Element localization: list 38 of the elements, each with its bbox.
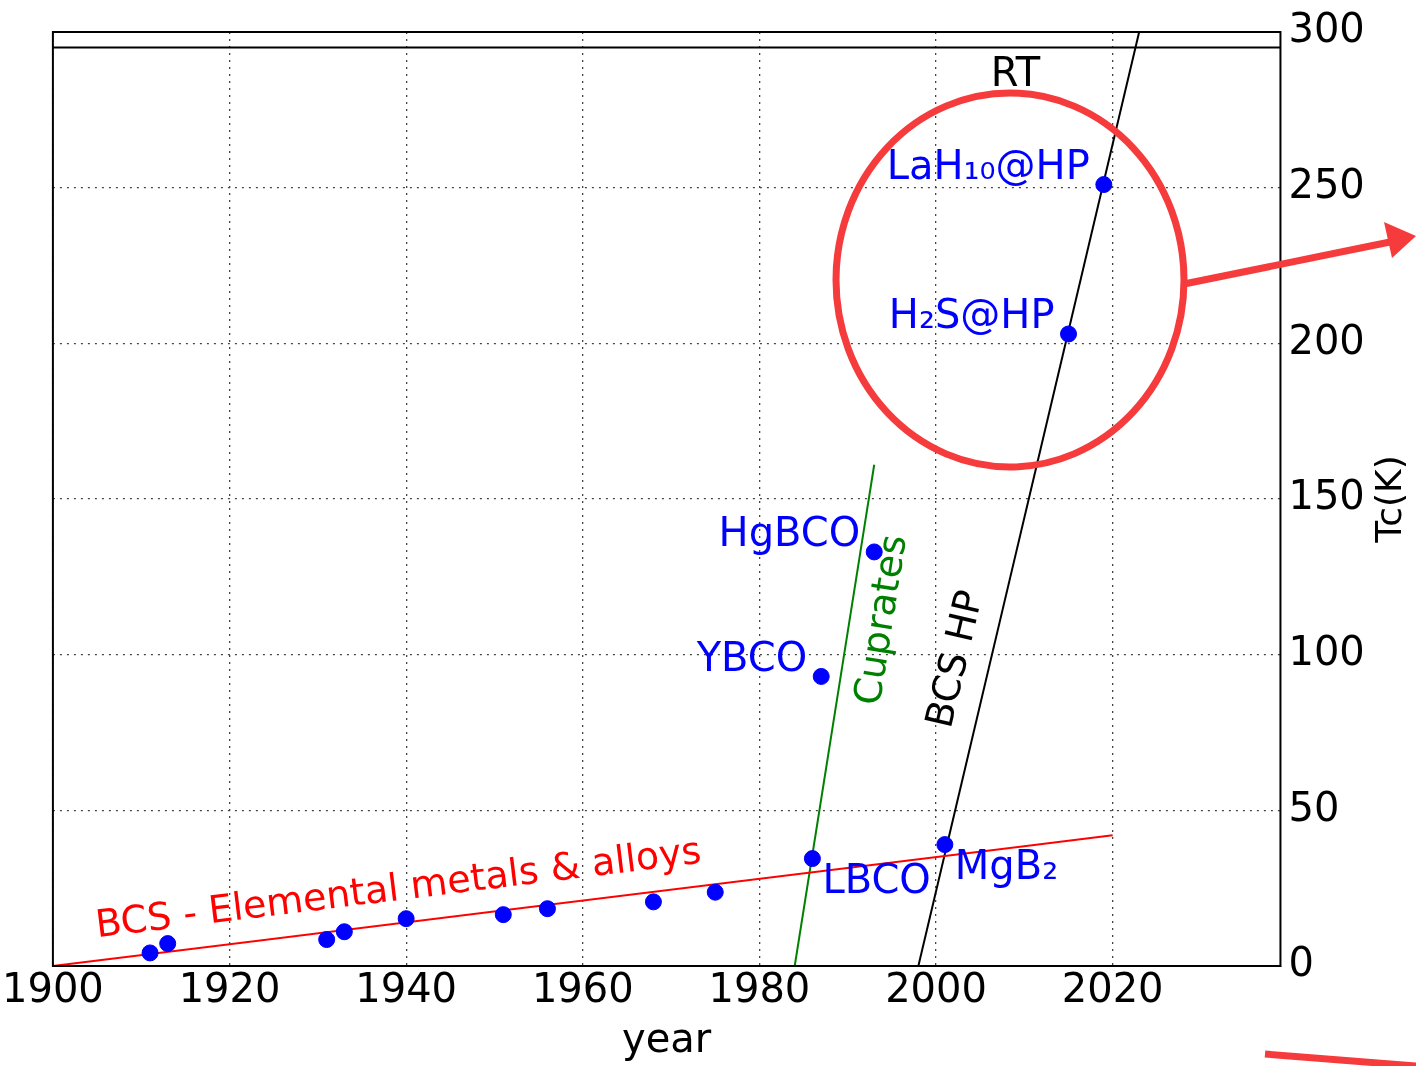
point	[803, 850, 821, 868]
x-tick-label: 2000	[885, 965, 987, 1012]
x-tick-label: 1940	[355, 965, 458, 1012]
x-tick-label: 1900	[2, 965, 104, 1012]
point	[318, 931, 336, 949]
point	[494, 906, 512, 924]
point	[936, 836, 954, 854]
y-tick-label: 150	[1288, 472, 1365, 519]
y-tick-label: 200	[1288, 316, 1365, 363]
point	[644, 893, 662, 911]
y-tick-label: 250	[1288, 161, 1365, 208]
point	[397, 910, 415, 928]
text: BCS HP	[916, 585, 992, 732]
point	[335, 923, 353, 941]
ref-line-label: RT	[990, 48, 1041, 95]
y-axis-title: Tc(K)	[1368, 455, 1410, 544]
y-tick-label: 300	[1288, 5, 1365, 52]
y-tick-label: 50	[1288, 783, 1340, 830]
point	[1095, 176, 1113, 194]
x-tick-label: 1960	[531, 965, 634, 1012]
annotation: H₂S@HP	[888, 291, 1055, 338]
x-axis-title: year	[622, 1015, 712, 1062]
point	[538, 900, 556, 918]
point	[1060, 325, 1077, 343]
point	[706, 883, 724, 901]
x-tick-label: 1980	[708, 965, 811, 1012]
x-tick-label: 2020	[1061, 965, 1164, 1012]
point	[812, 667, 830, 685]
annotation: MgB₂	[954, 841, 1059, 888]
x-tick-label: 1920	[178, 965, 281, 1012]
y-tick-label: 0	[1288, 939, 1314, 986]
annotation: LaH₁₀@HP	[886, 141, 1090, 188]
annotation: YBCO	[695, 633, 808, 680]
y-tick-label: 100	[1288, 628, 1365, 675]
annotation: LBCO	[822, 855, 931, 902]
text: BCS - Elemental metals & alloys	[92, 827, 704, 947]
point	[141, 944, 159, 962]
point	[159, 935, 177, 953]
